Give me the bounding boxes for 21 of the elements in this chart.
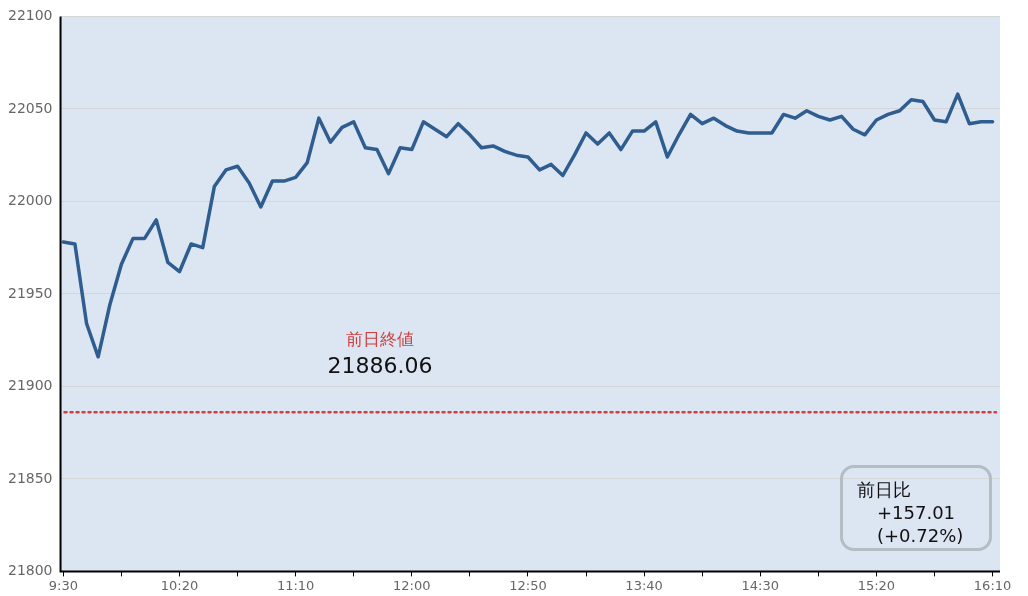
- y-tick-label: 21800: [7, 562, 53, 579]
- annotation: +157.01: [876, 501, 957, 524]
- y-tick-label: 21850: [7, 469, 53, 486]
- x-tick-label: 16:10: [973, 577, 1012, 593]
- y-tick-label: 22100: [7, 7, 53, 24]
- x-tick-label: 10:20: [160, 577, 199, 593]
- x-tick-label: 13:40: [625, 577, 663, 593]
- annotation: 21886.06: [326, 353, 434, 378]
- y-tick-label: 22050: [7, 99, 53, 116]
- ref-line-label: 前日終値: [345, 328, 415, 351]
- x-tick-label: 15:20: [857, 577, 896, 593]
- annotation: 前日比: [857, 478, 912, 501]
- y-tick-label: 21950: [7, 284, 53, 301]
- x-tick-label: 11:10: [276, 577, 315, 593]
- y-tick-label: 21900: [7, 377, 53, 394]
- y-tick-label: 22000: [7, 192, 53, 209]
- x-tick-label: 14:30: [741, 577, 779, 593]
- x-tick-label: 12:00: [393, 577, 431, 593]
- x-tick-label: 9:30: [48, 577, 78, 593]
- annotation: (+0.72%): [876, 524, 965, 547]
- x-tick-label: 12:50: [509, 577, 547, 593]
